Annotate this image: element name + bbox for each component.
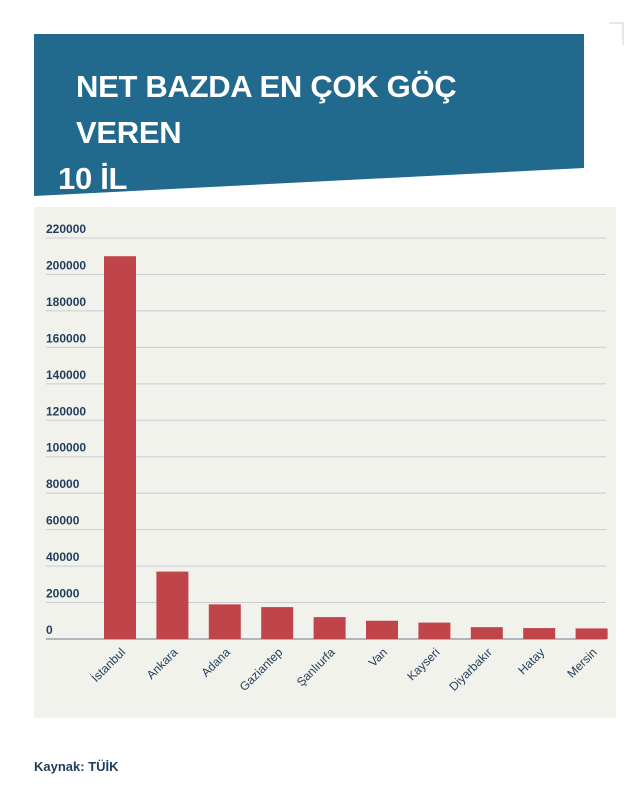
y-tick-label: 120000 [46, 404, 86, 418]
y-tick-label: 40000 [46, 550, 80, 564]
bar [156, 571, 189, 639]
title-banner: NET BAZDA EN ÇOK GÖÇ VEREN 10 İL [34, 34, 584, 196]
bar [418, 622, 451, 639]
chart-title: NET BAZDA EN ÇOK GÖÇ VEREN 10 İL [58, 64, 566, 202]
bar-chart: 0 20000 40000 60000 80000 100000 120000 140000 1… [46, 222, 608, 694]
corner-mark [608, 22, 624, 51]
bar [313, 617, 346, 639]
title-banner-shape [34, 34, 584, 196]
y-tick-label: 60000 [46, 514, 80, 528]
y-tick-label: 200000 [46, 258, 86, 272]
bar [208, 604, 241, 639]
chart-title-line2: 10 İL [58, 161, 128, 196]
x-category-label: Ankara [144, 645, 181, 682]
chart-panel: 0 20000 40000 60000 80000 100000 120000 140000 1… [34, 207, 616, 718]
bar [523, 628, 556, 639]
x-category-label: Gaziantep [237, 645, 286, 694]
bar [104, 256, 136, 639]
x-category-label: İstanbul [89, 645, 129, 685]
x-category-label: Van [366, 645, 390, 669]
y-tick-label: 80000 [46, 477, 80, 491]
y-tick-label: 0 [46, 623, 53, 637]
x-category-label: Mersin [564, 645, 599, 680]
bar [366, 620, 398, 639]
corner-mark-shape [609, 22, 624, 45]
y-tick-label: 180000 [46, 295, 86, 309]
bar [470, 627, 503, 639]
bar [575, 628, 608, 639]
y-tick-label: 100000 [46, 441, 86, 455]
y-tick-label: 160000 [46, 331, 86, 345]
bar [261, 607, 294, 639]
x-category-label: Hatay [515, 645, 547, 677]
y-tick-label: 20000 [46, 587, 80, 601]
x-category-label: Adana [198, 645, 233, 680]
y-tick-label: 140000 [46, 368, 86, 382]
x-category-label: Kayseri [404, 645, 442, 683]
x-category-label: Şanlıurfa [294, 645, 338, 689]
y-tick-label: 220000 [46, 222, 86, 236]
x-category-label: Diyarbakır [446, 645, 495, 694]
chart-title-line1: NET BAZDA EN ÇOK GÖÇ VEREN [76, 69, 457, 150]
source-note: Kaynak: TÜİK [34, 759, 119, 774]
